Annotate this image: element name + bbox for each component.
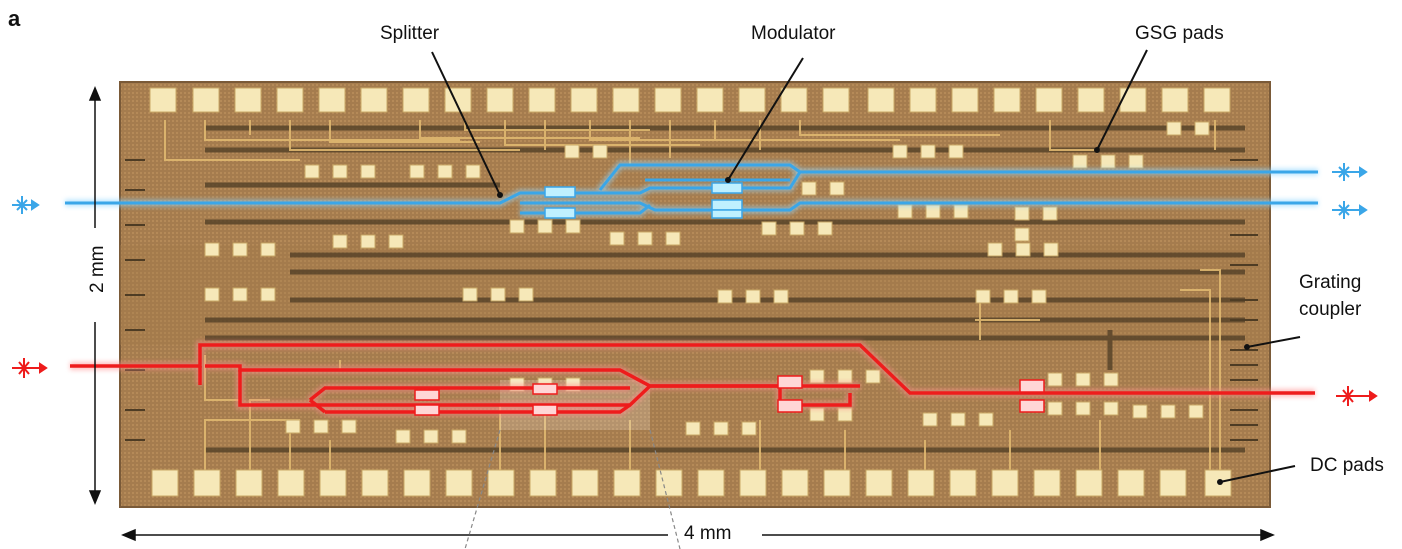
height-dimension-label: 2 mm xyxy=(87,245,108,294)
blue-optical-path xyxy=(65,161,1318,219)
width-scale-arrow xyxy=(121,528,1275,542)
dc-pads-leader xyxy=(1219,465,1296,483)
red-optical-path xyxy=(70,341,1315,416)
small-pad-clusters xyxy=(204,121,1210,444)
splitter-label: Splitter xyxy=(380,23,440,44)
dc-pads-label: DC pads xyxy=(1310,455,1384,476)
red-input-icon xyxy=(12,358,48,378)
bottom-pad-row xyxy=(151,469,1232,497)
chip-center-band xyxy=(120,245,1270,345)
panel-letter: a xyxy=(8,6,21,31)
grating-coupler-label-line2: coupler xyxy=(1299,299,1362,320)
callout-lines xyxy=(431,49,1301,483)
blue-output-icon-top xyxy=(1332,163,1368,181)
chip-die xyxy=(119,81,1271,508)
red-output-icon xyxy=(1336,386,1378,406)
top-pad-row xyxy=(149,87,1231,113)
modulator-label: Modulator xyxy=(751,23,836,44)
blue-input-icon xyxy=(12,196,40,214)
modulator-leader xyxy=(727,57,804,181)
grating-coupler-stubs xyxy=(125,159,1258,441)
width-dimension-label: 4 mm xyxy=(684,523,732,544)
blue-output-icon-bottom xyxy=(1332,201,1368,219)
gsg-pads-leader xyxy=(1096,49,1148,151)
callout-dots xyxy=(497,147,1250,485)
gsg-pads-label: GSG pads xyxy=(1135,23,1224,44)
dark-traces xyxy=(205,125,1245,453)
grating-coupler-leader xyxy=(1246,336,1301,348)
grating-coupler-label-line1: Grating xyxy=(1299,272,1362,293)
splitter-leader xyxy=(431,51,501,196)
height-scale-arrow xyxy=(88,86,102,505)
